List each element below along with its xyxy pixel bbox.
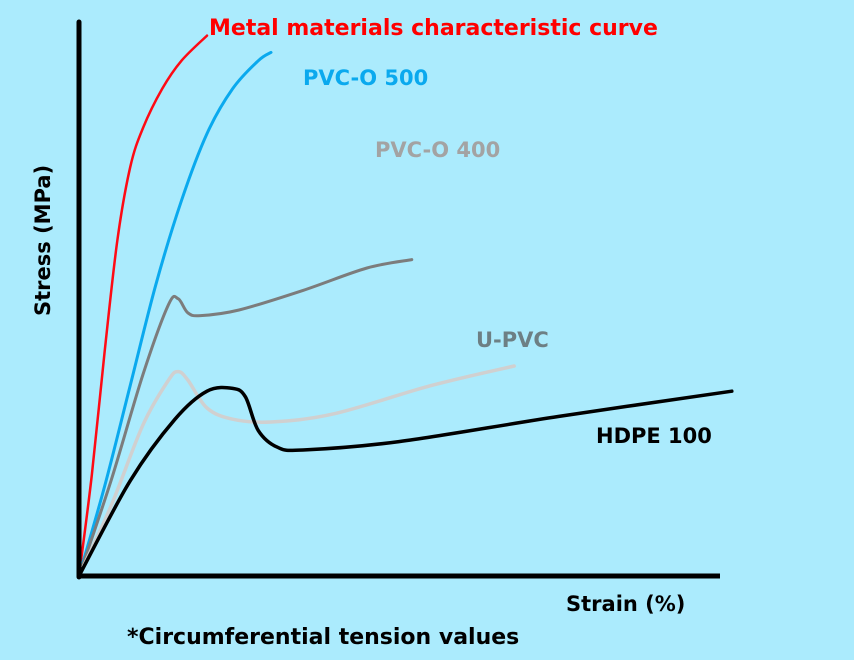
footnote: *Circumferential tension values [127,625,519,650]
series-line-pvc-o-400 [77,258,414,578]
y-axis-label: Stress (MPa) [31,165,55,316]
series-label-hdpe-100: HDPE 100 [596,424,712,448]
x-axis-label: Strain (%) [566,592,685,616]
series-label-pvc-o-500: PVC-O 500 [303,66,428,90]
series-label-u-pvc: U-PVC [476,328,549,352]
series-line-u-pvc [77,364,516,578]
series-label-pvc-o-400: PVC-O 400 [375,138,500,162]
series-label-metal: Metal materials characteristic curve [209,16,658,41]
curves-layer [77,34,734,578]
series-line-metal-materials-characteristic-curve [77,34,209,578]
series-line-pvc-o-500 [77,50,273,578]
series-line-hdpe-100 [77,385,734,578]
